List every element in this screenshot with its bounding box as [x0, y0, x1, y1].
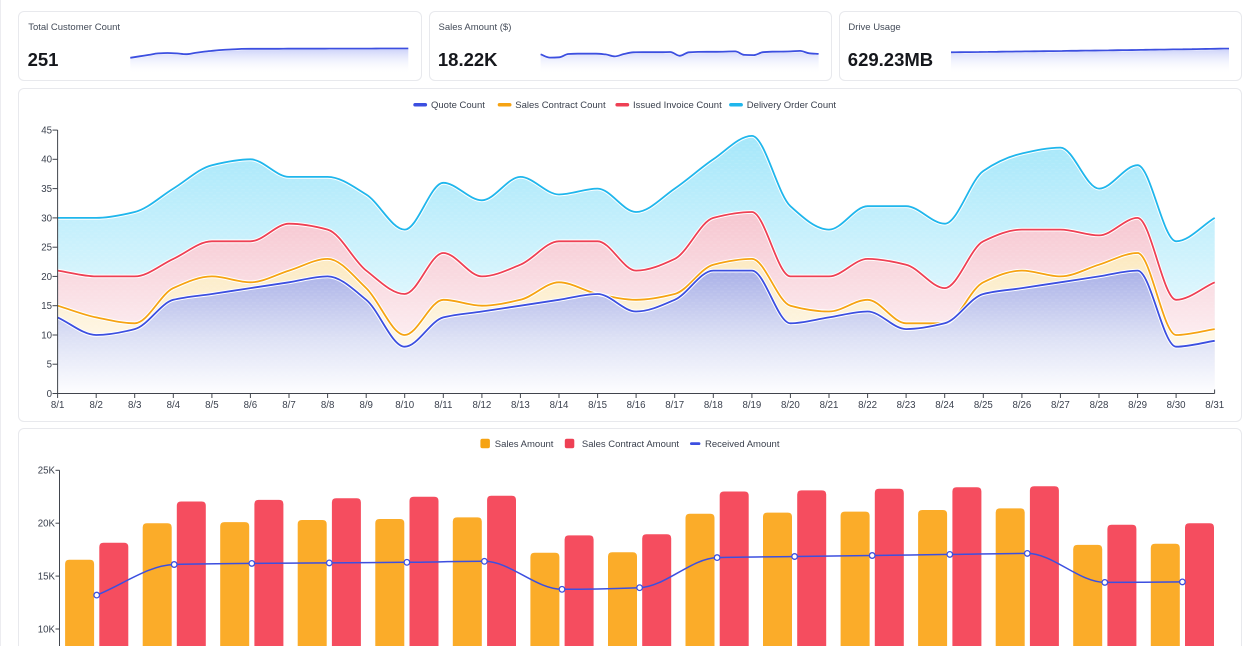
svg-text:0: 0 [47, 389, 53, 400]
svg-text:8/17: 8/17 [665, 400, 684, 411]
svg-text:30: 30 [41, 213, 52, 224]
svg-text:8/29: 8/29 [1128, 400, 1147, 411]
svg-text:8/14: 8/14 [550, 400, 569, 411]
svg-text:8/30: 8/30 [1167, 400, 1186, 411]
svg-text:Issued Invoice Count: Issued Invoice Count [633, 100, 722, 111]
svg-text:10: 10 [41, 330, 52, 341]
svg-text:8/25: 8/25 [974, 400, 993, 411]
svg-text:8/19: 8/19 [742, 400, 761, 411]
svg-text:10K: 10K [38, 624, 56, 635]
svg-text:Quote Count: Quote Count [431, 100, 485, 111]
svg-text:25K: 25K [38, 466, 56, 477]
svg-text:5: 5 [47, 360, 52, 371]
svg-text:Delivery Order Count: Delivery Order Count [747, 100, 837, 111]
svg-text:8/23: 8/23 [897, 400, 916, 411]
svg-text:15K: 15K [38, 572, 56, 583]
svg-text:8/31: 8/31 [1205, 400, 1224, 411]
svg-text:8/13: 8/13 [511, 400, 530, 411]
svg-text:20: 20 [41, 272, 52, 283]
svg-text:8/7: 8/7 [282, 400, 295, 411]
svg-text:20K: 20K [38, 519, 56, 530]
svg-text:8/15: 8/15 [588, 400, 607, 411]
svg-text:8/18: 8/18 [704, 400, 723, 411]
svg-text:40: 40 [41, 155, 52, 166]
svg-text:8/8: 8/8 [321, 400, 334, 411]
svg-text:45: 45 [41, 126, 52, 137]
svg-text:8/6: 8/6 [244, 400, 257, 411]
svg-text:8/16: 8/16 [627, 400, 646, 411]
svg-text:8/24: 8/24 [935, 400, 954, 411]
svg-text:Sales Contract Amount: Sales Contract Amount [582, 439, 680, 450]
svg-text:35: 35 [41, 184, 52, 195]
svg-text:8/10: 8/10 [395, 400, 414, 411]
svg-text:8/4: 8/4 [167, 400, 181, 411]
svg-text:8/22: 8/22 [858, 400, 877, 411]
svg-text:8/3: 8/3 [128, 400, 141, 411]
svg-text:8/12: 8/12 [472, 400, 491, 411]
svg-text:25: 25 [41, 243, 52, 254]
svg-text:8/26: 8/26 [1012, 400, 1031, 411]
svg-text:Sales Amount: Sales Amount [495, 439, 554, 450]
svg-text:8/11: 8/11 [434, 400, 452, 411]
svg-text:15: 15 [41, 301, 52, 312]
svg-text:Sales Contract Count: Sales Contract Count [515, 100, 606, 111]
svg-text:8/28: 8/28 [1090, 400, 1109, 411]
svg-text:8/5: 8/5 [205, 400, 218, 411]
svg-text:8/21: 8/21 [820, 400, 839, 411]
svg-text:8/9: 8/9 [359, 400, 372, 411]
svg-text:8/27: 8/27 [1051, 400, 1070, 411]
svg-text:8/20: 8/20 [781, 400, 800, 411]
svg-text:8/1: 8/1 [51, 400, 64, 411]
svg-text:Received Amount: Received Amount [705, 439, 780, 450]
svg-text:8/2: 8/2 [89, 400, 102, 411]
